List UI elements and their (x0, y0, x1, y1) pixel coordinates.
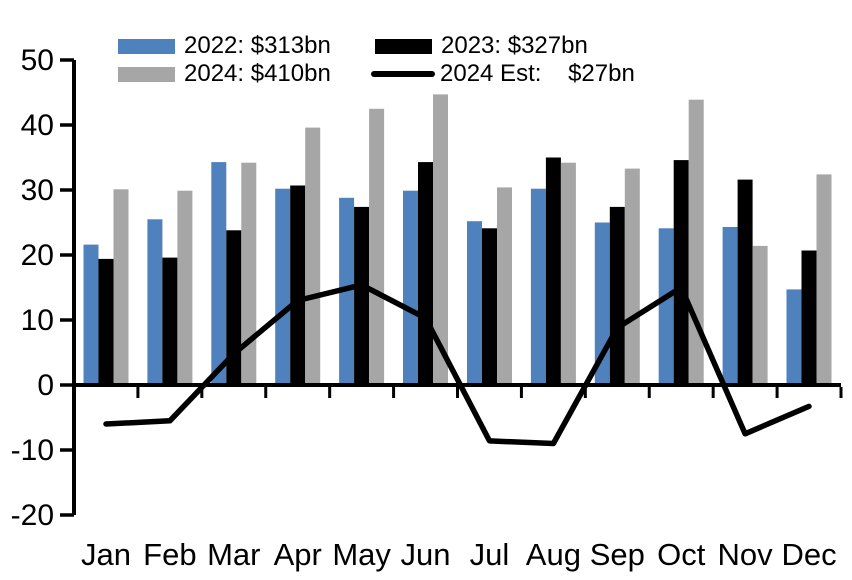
bar-2024-Jun (433, 94, 448, 384)
y-tick-label--20: -20 (11, 499, 54, 532)
bar-2023-Nov (737, 179, 753, 383)
y-tick-label-10: 10 (21, 304, 54, 337)
legend-label-2022: 2022: $313bn (184, 32, 331, 59)
bar-2024-Nov (752, 245, 768, 383)
legend-item-2022: 2022: $313bn (118, 33, 331, 59)
y-tick-label-40: 40 (21, 109, 54, 142)
bar-2022-Feb (147, 219, 163, 384)
legend-label-2023: 2023: $327bn (441, 32, 588, 59)
bar-2023-Jun (418, 162, 433, 383)
x-label-Dec: Dec (781, 537, 836, 572)
bar-2024-Dec (816, 174, 832, 383)
x-label-Jun: Jun (401, 537, 451, 572)
bar-2023-Jan (98, 258, 114, 383)
legend-line-swatch-icon (371, 71, 435, 77)
legend-item-2023: 2023: $327bn (375, 33, 588, 59)
bar-2024-Aug (560, 162, 576, 383)
x-label-Aug: Aug (526, 537, 581, 572)
x-label-Sep: Sep (590, 537, 645, 572)
bar-2023-May (354, 206, 370, 383)
bar-2022-Aug (530, 188, 546, 383)
bar-2024-Jul (497, 187, 512, 383)
bar-2024-Sep (624, 168, 640, 383)
bar-2023-Aug (545, 157, 561, 383)
bar-2022-Jan (83, 244, 99, 383)
x-label-Jan: Jan (81, 537, 131, 572)
x-label-Nov: Nov (718, 537, 774, 572)
bar-2024-Apr (305, 127, 321, 383)
bar-2023-Mar (226, 230, 242, 383)
bar-2023-Feb (162, 257, 178, 383)
bar-2023-Jul (482, 228, 497, 383)
legend-swatch-2023 (375, 38, 432, 54)
legend-label-2024-est: 2024 Est: $27bn (440, 60, 635, 87)
y-tick-label-30: 30 (21, 174, 54, 207)
bar-2024-Feb (177, 190, 193, 383)
bar-2022-Mar (211, 162, 227, 383)
bar-2024-Jan (113, 189, 129, 383)
x-label-Jul: Jul (470, 537, 510, 572)
bar-2022-Jul (467, 221, 482, 383)
bar-2024-Mar (241, 162, 257, 383)
bar-2023-Apr (290, 185, 306, 383)
bar-2023-Dec (801, 250, 817, 383)
x-label-Feb: Feb (143, 537, 196, 572)
bar-2022-Oct (658, 228, 674, 383)
legend-item-2024: 2024: $410bn (118, 61, 331, 87)
bar-2022-Jun (403, 190, 418, 383)
bar-2022-Nov (722, 227, 738, 383)
est-line (103, 282, 812, 447)
legend-label-2024: 2024: $410bn (184, 60, 331, 87)
x-label-Oct: Oct (657, 537, 706, 572)
legend-swatch-2024 (118, 66, 175, 82)
legend-item-2024-est: 2024 Est: $27bn (371, 61, 635, 87)
y-tick-label--10: -10 (11, 434, 54, 467)
bar-2022-Dec (786, 289, 802, 383)
x-label-Mar: Mar (207, 537, 260, 572)
x-label-May: May (332, 537, 391, 572)
y-tick-label-50: 50 (21, 44, 54, 77)
bar-2022-Apr (275, 188, 291, 383)
y-tick-label-20: 20 (21, 239, 54, 272)
bar-2024-May (369, 108, 385, 384)
y-tick-label-0: 0 (37, 369, 54, 402)
bar-2023-Sep (609, 206, 625, 383)
x-label-Apr: Apr (274, 537, 322, 572)
bar-2023-Oct (673, 160, 689, 383)
legend-swatch-2022 (118, 38, 175, 54)
